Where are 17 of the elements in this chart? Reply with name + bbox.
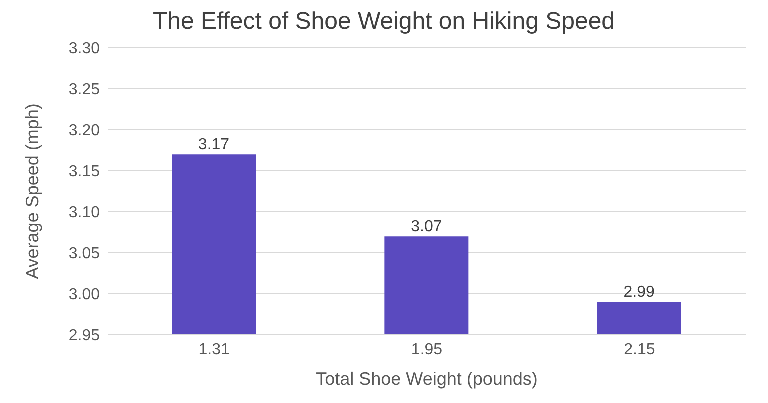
y-tick-label: 3.00: [68, 286, 100, 304]
y-tick-label: 3.30: [68, 40, 100, 58]
data-label: 3.07: [411, 218, 442, 236]
y-tick-label: 3.20: [68, 122, 100, 140]
y-tick-label: 2.95: [68, 328, 100, 345]
data-label: 3.17: [198, 136, 230, 154]
x-tick-label: 1.31: [198, 341, 230, 358]
y-tick-label: 3.25: [68, 82, 100, 99]
y-tick-label: 3.05: [68, 246, 100, 263]
x-tick-label: 1.95: [411, 341, 443, 358]
x-axis-title: Total Shoe Weight (pounds): [316, 369, 538, 389]
x-tick-label: 2.15: [624, 341, 656, 358]
data-label: 2.99: [624, 284, 656, 302]
chart-title: The Effect of Shoe Weight on Hiking Speed: [152, 8, 616, 36]
y-tick-label: 3.15: [68, 164, 100, 181]
y-axis-title: Average Speed (mph): [22, 104, 42, 280]
y-tick-label: 3.10: [68, 204, 100, 222]
